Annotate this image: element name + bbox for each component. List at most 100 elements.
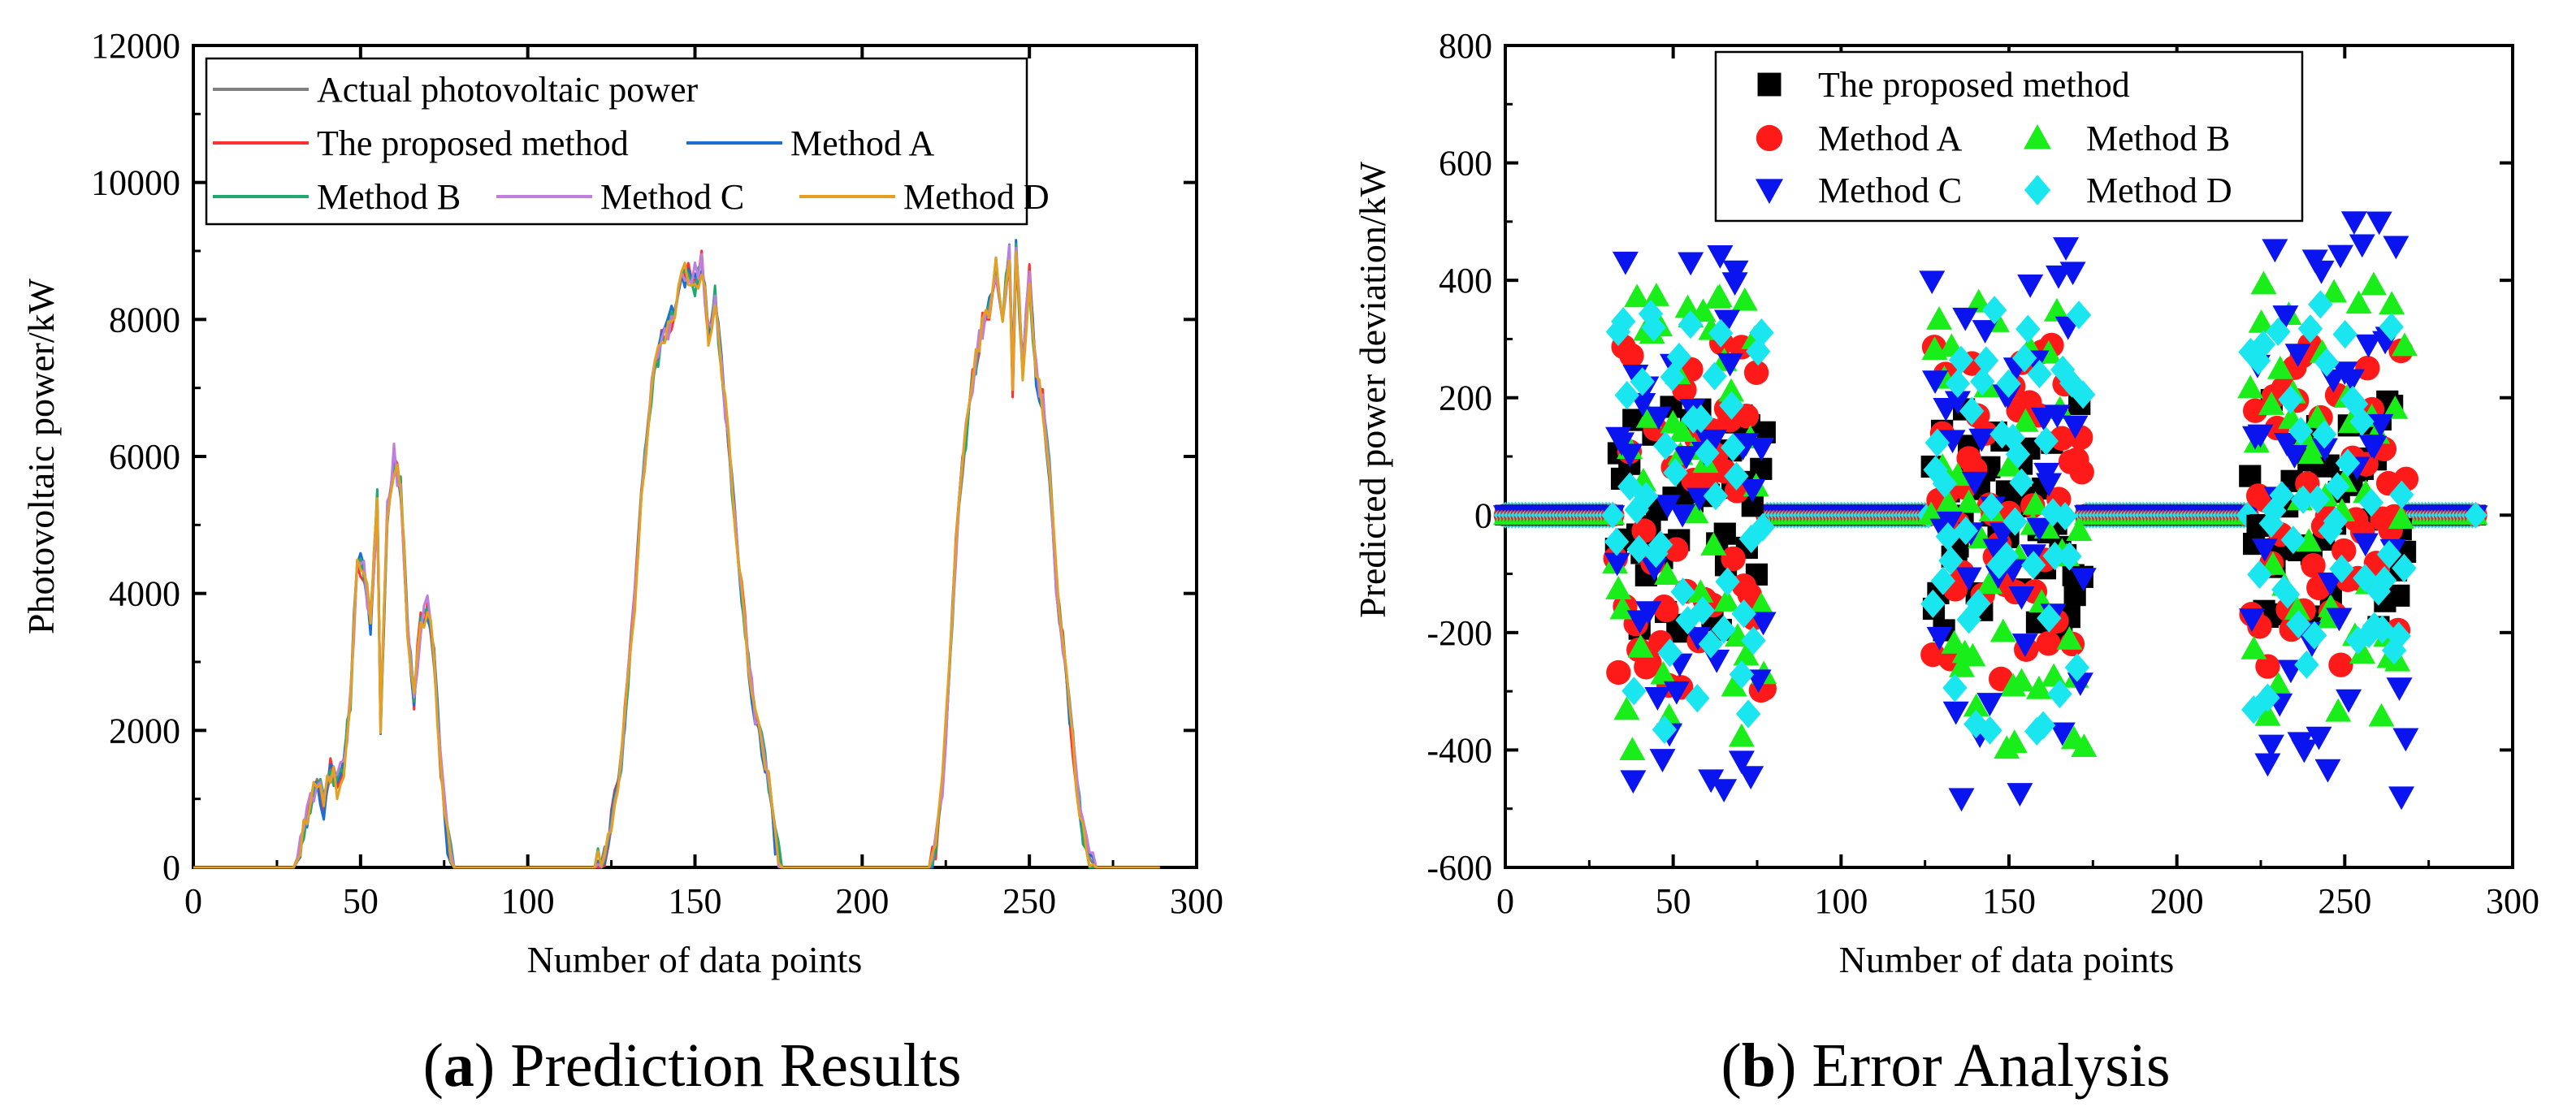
scatter-point-2 — [1733, 642, 1760, 666]
scatter-point-3 — [2281, 445, 2308, 469]
scatter-point-4 — [1731, 599, 1756, 629]
scatter-point-2 — [2296, 528, 2323, 552]
legend-label-3: Method C — [1818, 171, 1962, 210]
chart-a-series-lines — [193, 239, 1160, 869]
scatter-point-3 — [2355, 334, 2382, 358]
scatter-point-3 — [1948, 788, 1975, 812]
x-tick-label: 100 — [1814, 881, 1868, 921]
scatter-point-3 — [1678, 252, 1704, 276]
scatter-point-4 — [2392, 553, 2417, 583]
scatter-point-2 — [1605, 576, 1632, 599]
scatter-point-4 — [1678, 310, 1704, 339]
scatter-point-3 — [1635, 601, 1662, 625]
scatter-point-3 — [2388, 786, 2415, 811]
legend-label-4: Method D — [2086, 171, 2232, 210]
y-tick-label: 12000 — [91, 26, 180, 66]
scatter-point-4 — [1969, 367, 1995, 396]
scatter-point-2 — [2379, 291, 2405, 315]
x-tick-label: 200 — [835, 881, 889, 921]
scatter-point-4 — [1989, 420, 2015, 449]
scatter-point-3 — [1654, 495, 1681, 519]
scatter-point-1 — [2242, 398, 2268, 423]
x-tick-label: 150 — [669, 881, 722, 921]
y-tick-label: 8000 — [109, 300, 180, 339]
scatter-point-3 — [1669, 504, 1696, 528]
scatter-point-4 — [1981, 296, 2007, 325]
scatter-point-3 — [2340, 211, 2367, 236]
scatter-point-2 — [1963, 693, 1989, 717]
scatter-point-2 — [1700, 532, 1727, 556]
scatter-point-2 — [2382, 395, 2409, 419]
scatter-point-2 — [2008, 668, 2035, 692]
scatter-point-4 — [2294, 650, 2319, 679]
chart-a-caption-text: Prediction Results — [510, 1031, 961, 1100]
chart-b-scatter-points — [1493, 211, 2488, 812]
scatter-point-4 — [1611, 307, 1636, 336]
scatter-point-3 — [1942, 701, 1969, 725]
scatter-point-3 — [1939, 430, 1966, 454]
scatter-point-2 — [2041, 663, 2067, 687]
y-tick-label: -600 — [1427, 848, 1492, 888]
scatter-point-4 — [1670, 577, 1695, 607]
scatter-point-3 — [1748, 437, 1775, 461]
scatter-point-4 — [2376, 540, 2402, 569]
scatter-point-3 — [1707, 245, 1734, 269]
scatter-point-4 — [2042, 541, 2067, 571]
scatter-point-3 — [2251, 538, 2278, 562]
scatter-point-2 — [2001, 729, 2028, 753]
scatter-point-4 — [1652, 715, 1678, 745]
scatter-point-4 — [1966, 589, 1991, 618]
scatter-point-0 — [2388, 584, 2410, 607]
scatter-point-1 — [1619, 343, 1644, 369]
scatter-point-2 — [1682, 499, 1709, 524]
scatter-point-2 — [1627, 634, 1654, 658]
scatter-point-4 — [2278, 385, 2303, 414]
scatter-point-3 — [1944, 391, 1971, 415]
scatter-point-2 — [1619, 737, 1646, 761]
scatter-point-3 — [1717, 352, 1743, 377]
scatter-point-2 — [2043, 297, 2070, 322]
scatter-point-3 — [2059, 262, 2086, 286]
scatter-point-3 — [2349, 234, 2375, 258]
scatter-point-0 — [1750, 457, 1773, 480]
scatter-point-4 — [2379, 312, 2404, 342]
scatter-point-3 — [2311, 438, 2338, 462]
scatter-point-2 — [2349, 640, 2376, 664]
scatter-point-3 — [2026, 517, 2053, 542]
x-tick-label: 100 — [501, 881, 555, 921]
scatter-point-2 — [2391, 332, 2418, 357]
legend-label-0: Actual photovoltaic power — [317, 70, 699, 110]
scatter-point-2 — [1731, 287, 1758, 311]
scatter-point-4 — [1695, 439, 1720, 468]
scatter-point-4 — [2305, 485, 2331, 514]
scatter-point-3 — [1663, 681, 1690, 705]
x-tick-label: 250 — [1002, 881, 1056, 921]
scatter-point-4 — [2349, 407, 2375, 436]
scatter-point-4 — [2353, 564, 2378, 593]
scatter-point-4 — [2030, 711, 2056, 740]
scatter-point-4 — [2037, 603, 2062, 633]
x-tick-label: 300 — [1170, 881, 1223, 921]
x-tick-label: 200 — [2150, 881, 2204, 921]
scatter-point-4 — [2066, 301, 2092, 330]
scatter-point-3 — [1711, 779, 1738, 803]
scatter-point-4 — [1973, 346, 1999, 375]
scatter-point-4 — [2389, 480, 2414, 509]
scatter-point-4 — [1721, 433, 1746, 462]
y-tick-label: -400 — [1427, 730, 1492, 770]
scatter-point-4 — [2301, 621, 2327, 650]
scatter-point-4 — [1698, 629, 1724, 659]
scatter-point-4 — [2297, 314, 2323, 344]
scatter-point-3 — [2308, 260, 2335, 284]
scatter-point-2 — [2240, 636, 2267, 659]
scatter-point-4 — [2070, 380, 2096, 409]
scatter-point-4 — [2266, 317, 2291, 347]
legend-label-5: Method D — [903, 177, 1050, 217]
scatter-point-2 — [2025, 675, 2052, 699]
scatter-point-4 — [1935, 522, 1961, 551]
scatter-point-4 — [1959, 396, 1985, 426]
scatter-point-2 — [2368, 703, 2395, 727]
scatter-point-3 — [1952, 307, 1979, 331]
scatter-point-4 — [2269, 481, 2294, 510]
scatter-point-4 — [1749, 318, 1774, 348]
